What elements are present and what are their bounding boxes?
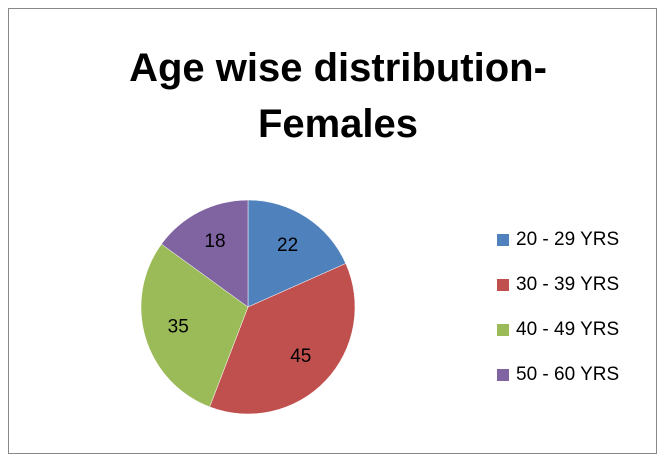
- data-label: 18: [204, 231, 225, 252]
- legend-swatch: [497, 234, 509, 246]
- legend-label: 30 - 39 YRS: [516, 274, 619, 295]
- pie-slice: [161, 199, 249, 308]
- data-label: 22: [277, 235, 298, 256]
- legend-swatch: [497, 279, 509, 291]
- pie-slice: [247, 199, 347, 308]
- legend-swatch: [497, 324, 509, 336]
- chart-border: [8, 8, 657, 454]
- chart-title: Age wise distribution-Females: [129, 46, 547, 146]
- legend-label: 50 - 60 YRS: [516, 364, 619, 385]
- legend-label: 20 - 29 YRS: [516, 229, 619, 250]
- data-label: 45: [290, 346, 311, 367]
- legend-swatch: [497, 369, 509, 381]
- pie-slice: [209, 263, 356, 415]
- data-label: 35: [168, 317, 189, 338]
- legend-label: 40 - 49 YRS: [516, 319, 619, 340]
- pie-slice: [140, 243, 249, 408]
